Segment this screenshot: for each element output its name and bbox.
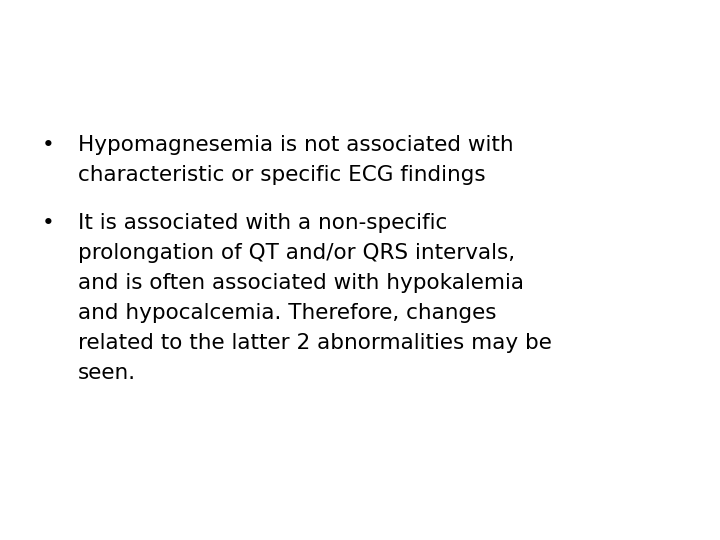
Text: and hypocalcemia. Therefore, changes: and hypocalcemia. Therefore, changes xyxy=(78,303,497,323)
Text: •: • xyxy=(42,213,55,233)
Text: •: • xyxy=(42,135,55,155)
Text: related to the latter 2 abnormalities may be: related to the latter 2 abnormalities ma… xyxy=(78,333,552,353)
Text: characteristic or specific ECG findings: characteristic or specific ECG findings xyxy=(78,165,485,185)
Text: and is often associated with hypokalemia: and is often associated with hypokalemia xyxy=(78,273,524,293)
Text: Hypomagnesemia is not associated with: Hypomagnesemia is not associated with xyxy=(78,135,513,155)
Text: seen.: seen. xyxy=(78,363,136,383)
Text: prolongation of QT and/or QRS intervals,: prolongation of QT and/or QRS intervals, xyxy=(78,243,515,263)
Text: It is associated with a non-specific: It is associated with a non-specific xyxy=(78,213,447,233)
